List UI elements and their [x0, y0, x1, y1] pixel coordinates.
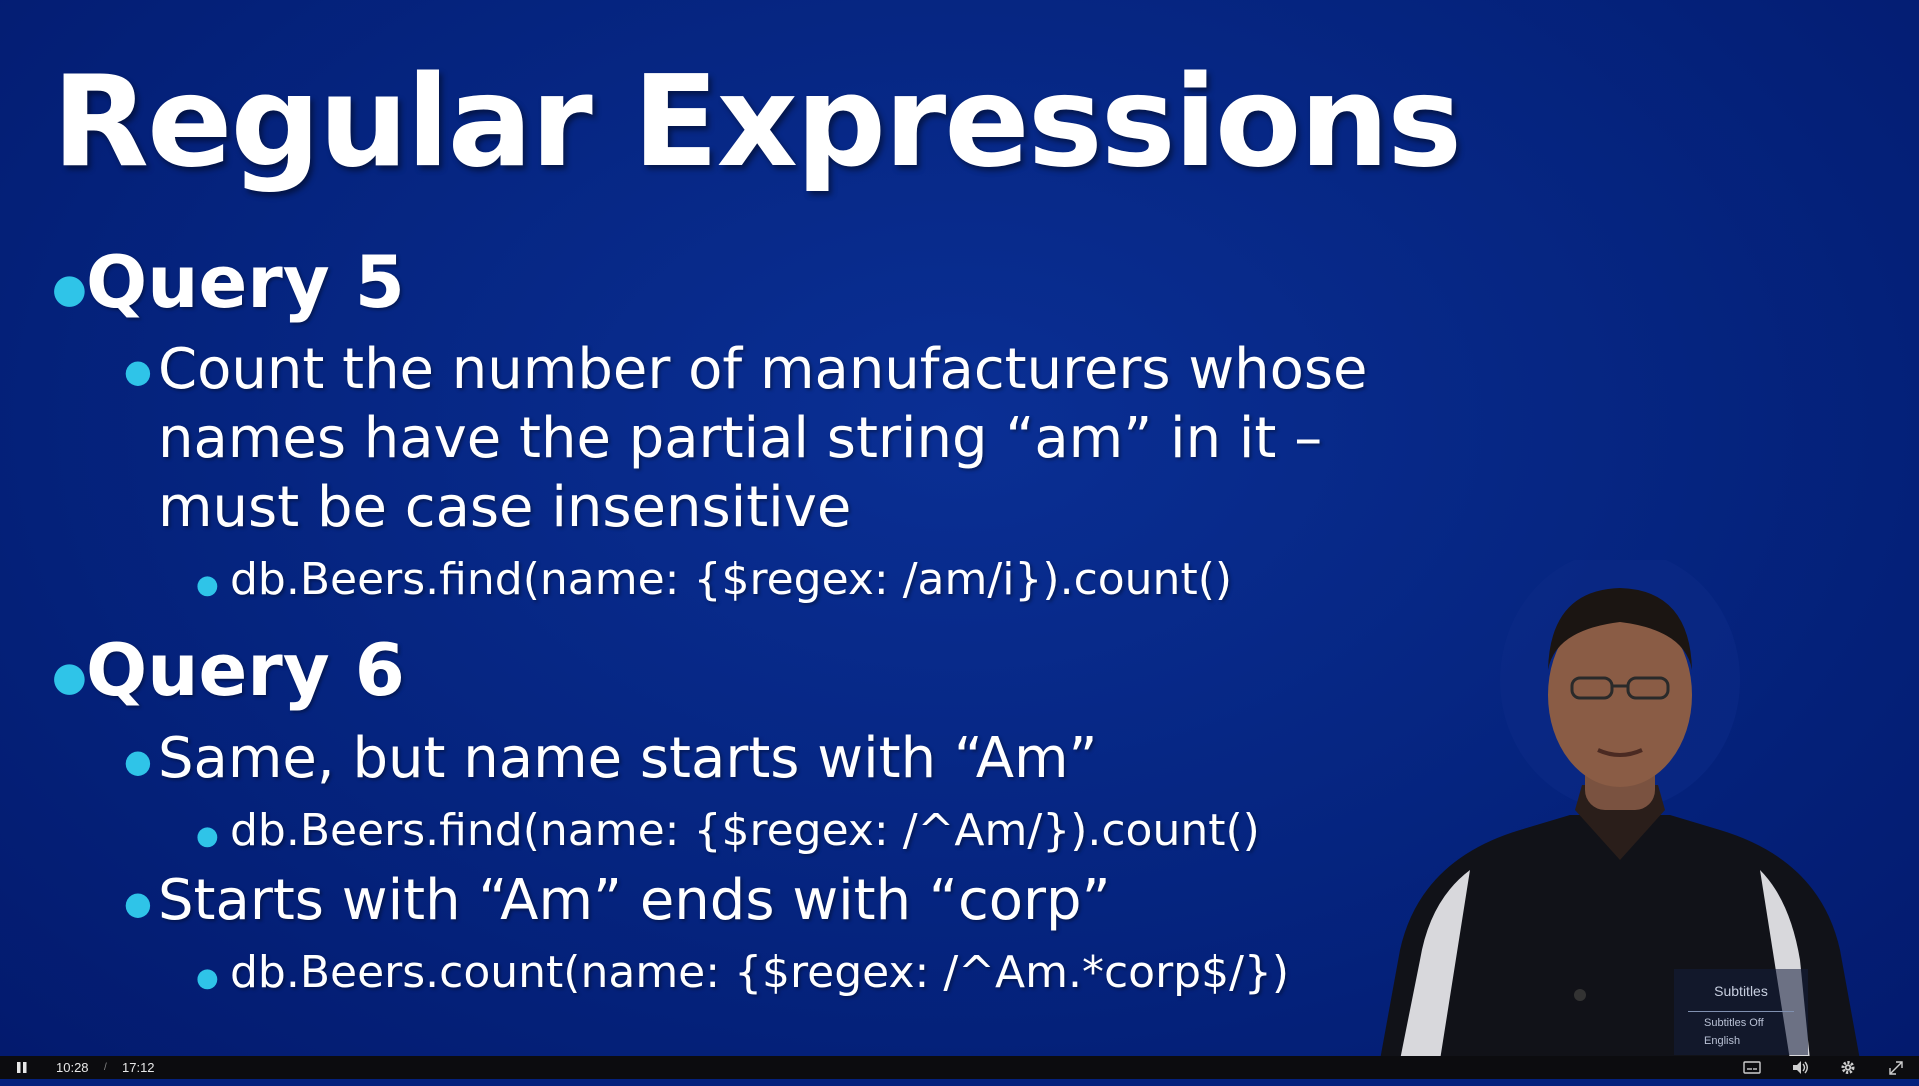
query6-item2: Starts with “Am” ends with “corp”	[158, 868, 1111, 933]
duration: 17:12	[122, 1060, 155, 1075]
bullet-icon: ●	[124, 884, 152, 922]
bullet-icon: ●	[196, 963, 219, 993]
query6-heading: Query 6	[86, 628, 405, 712]
bullet-icon: ●	[196, 821, 219, 851]
bullet-icon: ●	[124, 352, 152, 390]
pause-icon	[17, 1062, 27, 1073]
query6-item1: Same, but name starts with “Am”	[158, 726, 1098, 791]
current-time: 10:28	[56, 1060, 89, 1075]
bullet-icon: ●	[52, 266, 87, 312]
subtitles-menu-divider	[1688, 1011, 1794, 1012]
query6-code2: db.Beers.count(name: {$regex: /^Am.*corp…	[230, 947, 1290, 998]
slide-title: Regular Expressions	[52, 48, 1462, 195]
subtitles-menu: Subtitles Subtitles Off English	[1674, 969, 1808, 1055]
captions-icon	[1743, 1061, 1761, 1074]
query6-code1: db.Beers.find(name: {$regex: /^Am/}).cou…	[230, 805, 1260, 856]
volume-button[interactable]	[1790, 1056, 1810, 1079]
exit-fullscreen-icon	[1889, 1061, 1903, 1075]
video-frame[interactable]: Regular Expressions ● Query 5 ● Count th…	[0, 0, 1919, 1056]
settings-button[interactable]	[1838, 1056, 1858, 1079]
bullet-icon: ●	[196, 570, 219, 600]
presenter-video	[1380, 560, 1860, 1056]
bullet-icon: ●	[124, 742, 152, 780]
subtitles-menu-title: Subtitles	[1714, 983, 1768, 999]
captions-button[interactable]	[1742, 1056, 1762, 1079]
gear-icon	[1841, 1061, 1855, 1074]
query5-desc-line1: Count the number of manufacturers whose	[158, 337, 1368, 402]
exit-fullscreen-button[interactable]	[1886, 1056, 1906, 1079]
volume-icon	[1793, 1061, 1808, 1074]
query5-code: db.Beers.find(name: {$regex: /am/i}).cou…	[230, 554, 1233, 605]
query5-desc-line2: names have the partial string “am” in it…	[158, 406, 1323, 471]
bullet-icon: ●	[52, 654, 87, 700]
time-separator: /	[104, 1062, 107, 1073]
player-control-bar: 10:28 / 17:12	[0, 1056, 1919, 1079]
subtitles-option-off[interactable]: Subtitles Off	[1704, 1017, 1764, 1029]
query5-desc-line3: must be case insensitive	[158, 475, 852, 540]
pause-button[interactable]	[14, 1056, 30, 1079]
query5-heading: Query 5	[86, 240, 405, 324]
subtitles-option-english[interactable]: English	[1704, 1035, 1741, 1047]
